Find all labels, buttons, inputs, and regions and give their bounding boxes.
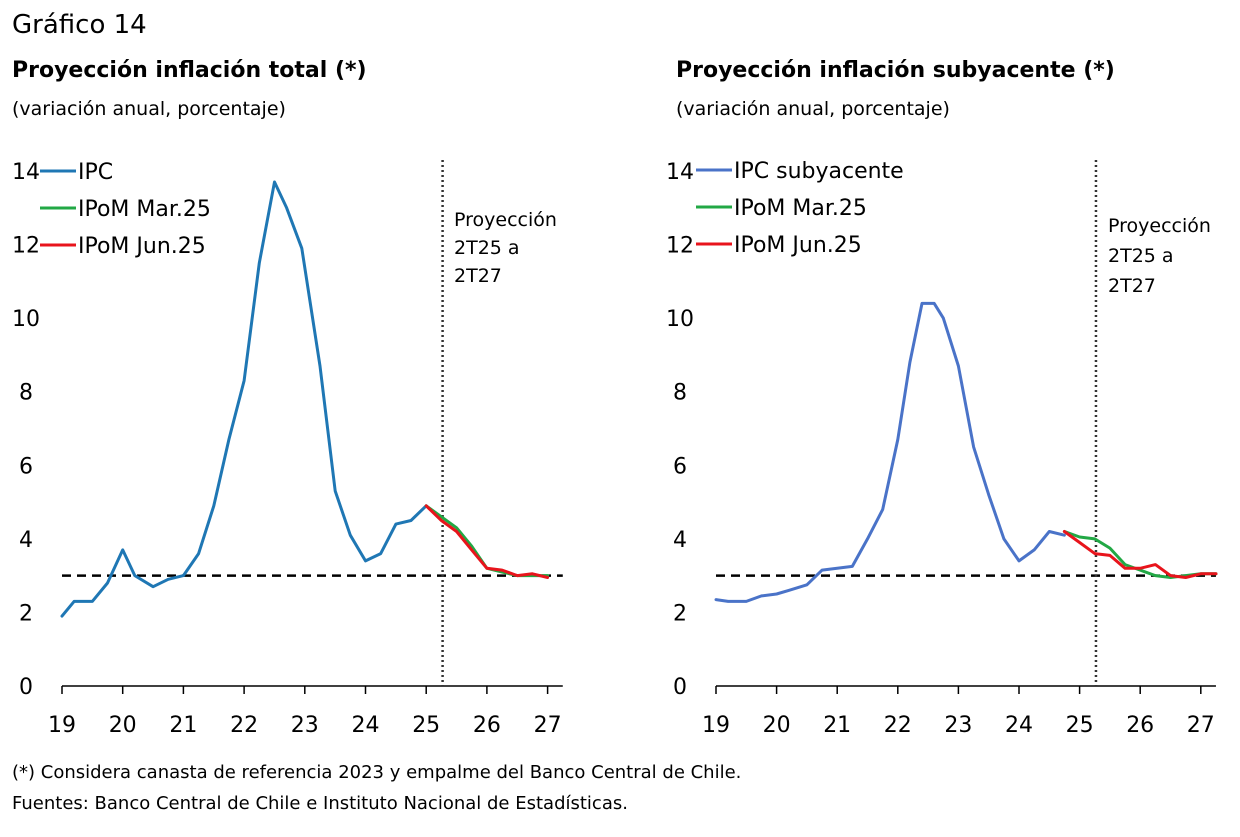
series-line-ipc: [60, 180, 440, 618]
legend-label: IPoM Jun.25: [78, 234, 206, 259]
x-tick-label: 27: [534, 713, 562, 738]
projection-annotation: 2T27: [454, 265, 502, 287]
x-tick-label: 26: [473, 713, 501, 738]
projection-annotation: 2T27: [1108, 275, 1156, 297]
projection-annotation: Proyección: [454, 209, 557, 231]
figure-label: Gráfico 14: [12, 10, 147, 40]
series-line-ipc_sub: [714, 301, 1066, 603]
chart-inflacion-subyacente: 19 20 21 22 23 24 25 26 27 0 2 4 6 8 10 12 14 Proyección 2…: [650, 150, 1240, 750]
chart-subyacente-svg: 19 20 21 22 23 24 25 26 2702468101214Proyección2…: [666, 159, 1218, 738]
y-tick-label: 6: [19, 454, 33, 479]
projection-annotation: Proyección: [1108, 215, 1211, 237]
y-tick-label: 8: [19, 381, 33, 406]
y-tick-label: 8: [673, 381, 687, 406]
y-tick-label: 0: [19, 675, 33, 700]
y-tick-label: 2: [673, 601, 687, 626]
x-tick-label: 26: [1126, 713, 1154, 738]
footnote-sources: Fuentes: Banco Central de Chile e Instit…: [12, 793, 628, 814]
x-tick-label: 19: [48, 713, 76, 738]
series-line-mar: [1062, 530, 1218, 579]
projection-annotation: 2T25 a: [1108, 245, 1174, 267]
projection-annotation: 2T25 a: [454, 237, 520, 259]
x-tick-label: 24: [352, 713, 380, 738]
x-tick-label: 25: [1066, 713, 1094, 738]
y-tick-label: 10: [666, 307, 694, 332]
legend-label: IPoM Jun.25: [734, 233, 862, 258]
y-tick-label: 14: [12, 160, 40, 185]
chart1-title: Proyección inflación total (*): [12, 58, 367, 83]
x-tick-label: 21: [823, 713, 851, 738]
x-tick-label: 23: [944, 713, 972, 738]
x-tick-label: 22: [884, 713, 912, 738]
x-tick-label: 25: [412, 713, 440, 738]
legend-label: IPC subyacente: [734, 159, 904, 184]
x-tick-label: 20: [109, 713, 137, 738]
y-tick-label: 14: [666, 160, 694, 185]
y-tick-label: 2: [19, 601, 33, 626]
x-tick-label: 22: [230, 713, 258, 738]
chart2-subtitle: (variación anual, porcentaje): [676, 98, 950, 120]
x-tick-label: 23: [291, 713, 319, 738]
series-line-jun: [1062, 530, 1218, 579]
y-tick-label: 4: [673, 528, 687, 553]
series-line-jun: [424, 504, 550, 579]
chart1-subtitle: (variación anual, porcentaje): [12, 98, 286, 120]
chart2-title: Proyección inflación subyacente (*): [676, 58, 1115, 83]
y-tick-label: 0: [673, 675, 687, 700]
x-tick-label: 27: [1187, 713, 1215, 738]
legend-label: IPoM Mar.25: [78, 197, 211, 222]
x-tick-label: 24: [1005, 713, 1033, 738]
x-tick-label: 21: [169, 713, 197, 738]
series-line-mar: [424, 504, 550, 578]
x-tick-label: 20: [763, 713, 791, 738]
chart-total-svg: 19 20 21 22 23 24 25 26 2702468101214Proyección2…: [12, 160, 563, 738]
footnote-note: (*) Considera canasta de referencia 2023…: [12, 762, 742, 783]
y-tick-label: 10: [12, 307, 40, 332]
y-tick-label: 12: [12, 234, 40, 259]
y-tick-label: 4: [19, 528, 33, 553]
y-tick-label: 12: [666, 234, 694, 259]
y-tick-label: 6: [673, 454, 687, 479]
x-tick-label: 19: [702, 713, 730, 738]
legend-label: IPoM Mar.25: [734, 196, 867, 221]
legend-label: IPC: [78, 160, 113, 185]
chart-inflacion-total: 19 20 21 22 23 24 25 26 27 0 2 4 6 8 10 12 14 Proyección 2…: [0, 150, 600, 750]
